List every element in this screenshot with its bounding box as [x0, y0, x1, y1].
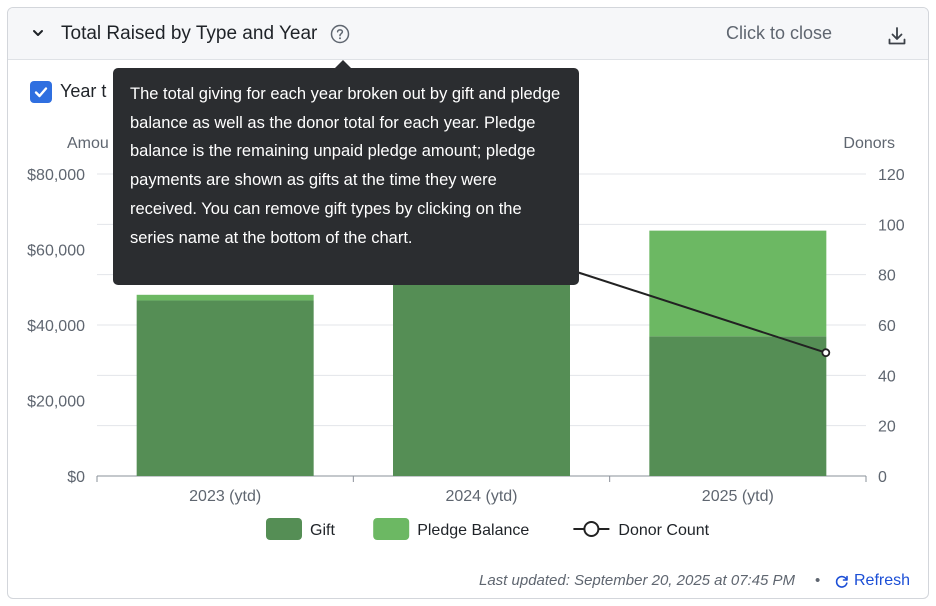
y-right-tick-label: 40 [878, 368, 896, 385]
bar-pledge-balance[interactable] [649, 230, 827, 337]
help-tooltip: The total giving for each year broken ou… [113, 68, 579, 285]
refresh-icon [835, 575, 848, 588]
bar-gift[interactable] [393, 275, 570, 476]
tooltip-arrow [334, 60, 352, 69]
chevron-down-icon[interactable] [30, 25, 46, 41]
chart-card: Total Raised by Type and Year Click to c… [7, 7, 929, 599]
year-toggle-checkbox[interactable] [30, 81, 52, 103]
bar-gift[interactable] [136, 300, 314, 476]
legend-gift-swatch[interactable] [266, 518, 302, 540]
x-tick-label: 2025 (ytd) [702, 488, 774, 505]
checkmark-icon [34, 87, 48, 98]
y-right-tick-label: 80 [878, 268, 896, 285]
y-right-tick-label: 20 [878, 419, 896, 436]
legend-pledge-balance-label[interactable]: Pledge Balance [417, 522, 529, 539]
footer-separator: • [815, 572, 821, 589]
y-tick-label: $60,000 [27, 243, 85, 260]
card-header: Total Raised by Type and Year Click to c… [8, 8, 928, 60]
download-icon[interactable] [886, 25, 908, 47]
y-right-tick-label: 60 [878, 318, 896, 335]
legend-donor-count-label[interactable]: Donor Count [618, 522, 709, 539]
donor-count-point[interactable] [821, 348, 831, 358]
last-updated-text: Last updated: September 20, 2025 at 07:4… [479, 572, 796, 589]
x-tick-label: 2023 (ytd) [189, 488, 261, 505]
y-right-tick-label: 100 [878, 217, 905, 234]
x-tick-label: 2024 (ytd) [445, 488, 517, 505]
y-tick-label: $40,000 [27, 318, 85, 335]
donor-count-line [569, 268, 827, 354]
bar-gift[interactable] [649, 336, 827, 476]
refresh-label: Refresh [854, 572, 911, 589]
y-tick-label: $20,000 [27, 394, 85, 411]
card-title: Total Raised by Type and Year [61, 23, 318, 44]
y-right-axis-title: Donors [843, 135, 895, 152]
legend-pledge-balance-swatch[interactable] [373, 518, 410, 540]
bar-pledge-balance[interactable] [136, 294, 314, 301]
help-icon[interactable] [330, 24, 350, 44]
legend-donor-count-marker[interactable] [583, 521, 600, 537]
y-right-tick-label: 0 [878, 469, 887, 486]
year-toggle-label: Year t [60, 81, 107, 101]
y-right-tick-label: 120 [878, 167, 905, 184]
y-axis-title: Amou [67, 135, 109, 152]
y-tick-label: $80,000 [27, 167, 85, 184]
stacked-bar-chart: $0 $20,000 $40,000 $60,000 $80,000 0 20 40 60 80 1… [27, 135, 905, 540]
close-tooltip-link[interactable]: Click to close [726, 23, 833, 43]
legend-gift-label[interactable]: Gift [310, 522, 335, 539]
y-tick-label: $0 [67, 469, 85, 486]
